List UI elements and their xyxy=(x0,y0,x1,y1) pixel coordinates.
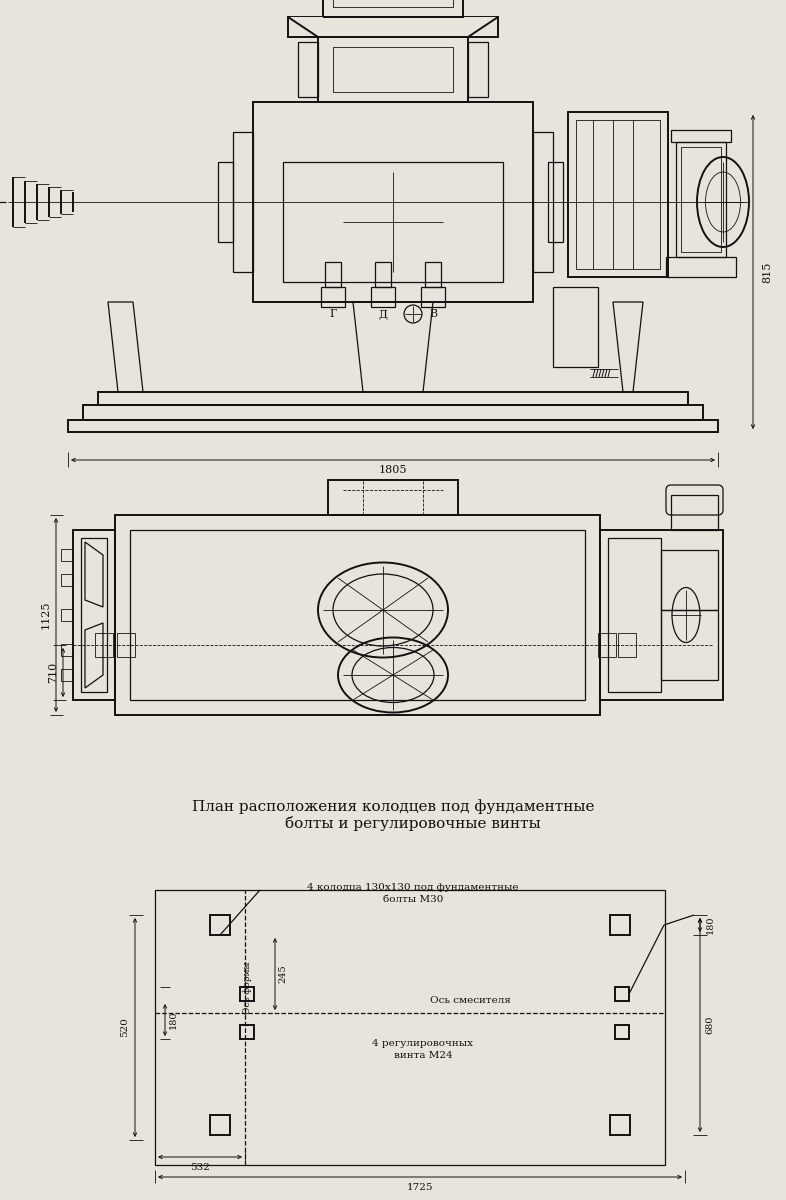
Text: 532: 532 xyxy=(190,1163,210,1171)
Bar xyxy=(325,262,341,287)
Bar xyxy=(81,538,107,692)
Bar xyxy=(240,1025,254,1039)
Bar xyxy=(155,890,665,1165)
Bar xyxy=(130,530,585,700)
Bar xyxy=(95,634,113,658)
Bar xyxy=(318,37,468,102)
Bar xyxy=(83,404,703,420)
Bar xyxy=(576,120,660,269)
Bar xyxy=(375,262,391,287)
Bar xyxy=(288,17,498,37)
Bar xyxy=(323,0,463,17)
Text: 1805: 1805 xyxy=(379,464,407,475)
Bar xyxy=(233,132,253,272)
Bar xyxy=(533,132,553,272)
Bar xyxy=(328,480,458,515)
Text: 1125: 1125 xyxy=(41,601,51,629)
Bar xyxy=(298,42,318,97)
Bar xyxy=(321,287,345,307)
Bar xyxy=(618,634,636,658)
Text: Ось смесителя: Ось смесителя xyxy=(430,996,511,1006)
Bar xyxy=(421,287,445,307)
Bar xyxy=(253,102,533,302)
Bar xyxy=(676,142,726,257)
Text: Ось формы: Ось формы xyxy=(243,961,252,1014)
Bar xyxy=(210,1115,230,1135)
Bar xyxy=(671,494,718,530)
Bar xyxy=(610,914,630,935)
Text: 4 регулировочных: 4 регулировочных xyxy=(373,1038,473,1048)
Bar xyxy=(553,287,598,367)
Bar xyxy=(61,644,73,656)
Bar xyxy=(333,47,453,92)
Text: В: В xyxy=(429,308,437,319)
Bar xyxy=(371,287,395,307)
Bar xyxy=(115,515,600,715)
Bar xyxy=(68,420,718,432)
Text: 4 колодца 130х130 под фундаментные: 4 колодца 130х130 под фундаментные xyxy=(307,883,519,893)
Text: Г: Г xyxy=(329,308,336,319)
Bar xyxy=(73,530,115,700)
Text: 180: 180 xyxy=(168,1010,178,1030)
Bar xyxy=(468,42,488,97)
Bar xyxy=(598,634,616,658)
Text: 680: 680 xyxy=(706,1016,714,1034)
Bar xyxy=(615,986,629,1001)
Bar xyxy=(117,634,135,658)
Bar xyxy=(608,538,661,692)
Bar xyxy=(600,530,723,700)
Bar xyxy=(61,550,73,560)
Bar xyxy=(568,112,668,277)
Bar xyxy=(615,1025,629,1039)
Bar xyxy=(548,162,563,242)
Bar xyxy=(333,0,453,7)
Text: 710: 710 xyxy=(48,662,58,683)
Bar xyxy=(661,610,718,680)
Bar xyxy=(666,257,736,277)
Bar xyxy=(283,162,503,282)
Bar xyxy=(610,1115,630,1135)
Bar xyxy=(661,550,718,610)
Text: 520: 520 xyxy=(120,1018,130,1038)
Bar xyxy=(425,262,441,287)
Bar xyxy=(61,670,73,680)
Polygon shape xyxy=(288,17,498,37)
Bar xyxy=(61,608,73,622)
Text: 180: 180 xyxy=(706,916,714,935)
Text: 815: 815 xyxy=(762,262,772,283)
Text: Д: Д xyxy=(379,308,387,319)
Bar xyxy=(98,392,688,404)
Text: болты М30: болты М30 xyxy=(383,895,443,905)
Bar xyxy=(210,914,230,935)
Bar xyxy=(61,574,73,586)
Bar xyxy=(218,162,233,242)
Bar xyxy=(671,130,731,142)
Bar xyxy=(681,146,721,252)
Bar xyxy=(240,986,254,1001)
Text: 245: 245 xyxy=(278,965,288,983)
Text: 1725: 1725 xyxy=(406,1182,433,1192)
Text: План расположения колодцев под фундаментные
        болты и регулировочные винты: План расположения колодцев под фундамент… xyxy=(192,799,594,832)
Text: винта М24: винта М24 xyxy=(394,1050,452,1060)
